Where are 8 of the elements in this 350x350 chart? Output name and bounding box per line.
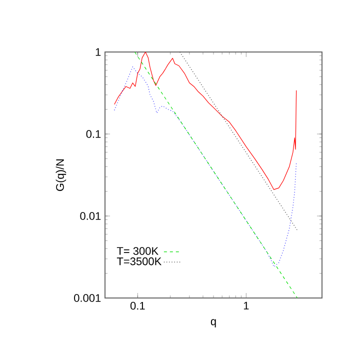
x-axis-title: q: [210, 319, 216, 328]
y-tick-label: 0.01: [80, 212, 101, 220]
y-tick-label: 1: [96, 48, 101, 56]
y-axis-title: G(q)/N: [56, 159, 66, 191]
y-tick-label: 0.001: [74, 294, 101, 302]
legend-label: T=3500K: [116, 257, 162, 266]
legend-label: T= 300K: [116, 247, 158, 255]
y-tick-label: 0.1: [86, 130, 101, 138]
